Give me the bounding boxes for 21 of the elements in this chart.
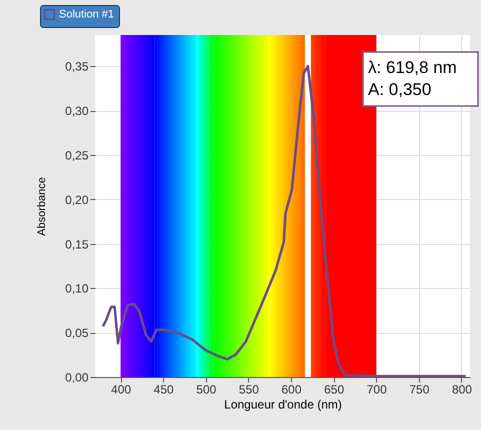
y-tick-label: 0,20 (65, 192, 89, 207)
legend-label: Solution #1 (59, 8, 114, 20)
y-tick-label: 0,30 (65, 104, 89, 118)
x-tick-label: 400 (111, 382, 132, 396)
x-tick-label: 700 (366, 382, 388, 396)
x-axis-title: Longueur d'onde (nm) (224, 398, 342, 412)
annotation: λ: 619,8 nm A: 0,350 (368, 58, 457, 99)
x-tick-label: 750 (409, 382, 430, 396)
y-tick-label: 0,05 (65, 326, 89, 340)
y-tick-label: 0,35 (65, 60, 89, 74)
x-tick-label: 450 (154, 382, 174, 396)
y-tick-label: 0,15 (65, 237, 89, 252)
x-tick-label: 500 (196, 382, 217, 396)
x-tick-label: 650 (324, 382, 344, 396)
x-tick-label: 800 (452, 382, 472, 396)
x-tick-label: 550 (238, 382, 260, 396)
y-tick-label: 0,25 (65, 148, 89, 162)
y-tick-label: 0,10 (65, 282, 89, 296)
x-tick-label: 600 (282, 382, 302, 396)
y-tick-label: 0,00 (65, 370, 89, 384)
y-axis-title: Absorbance (36, 177, 48, 236)
